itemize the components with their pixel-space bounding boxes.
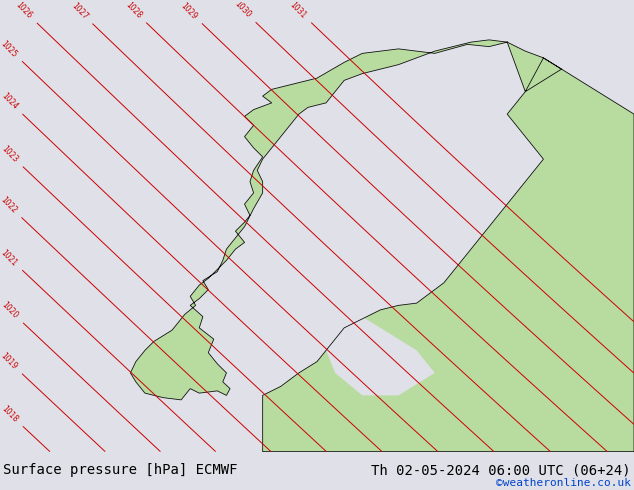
Text: 1024: 1024: [0, 91, 19, 111]
Polygon shape: [131, 40, 507, 400]
Text: 1031: 1031: [288, 0, 308, 20]
Text: Th 02-05-2024 06:00 UTC (06+24): Th 02-05-2024 06:00 UTC (06+24): [371, 464, 631, 477]
Text: Surface pressure [hPa] ECMWF: Surface pressure [hPa] ECMWF: [3, 464, 238, 477]
Text: 1023: 1023: [0, 144, 20, 164]
Text: 1028: 1028: [123, 0, 143, 20]
Text: 1029: 1029: [179, 1, 198, 21]
Text: 1020: 1020: [0, 300, 20, 320]
Polygon shape: [326, 317, 435, 395]
Text: 1025: 1025: [0, 39, 19, 59]
Polygon shape: [317, 159, 399, 294]
Text: 1022: 1022: [0, 195, 18, 215]
Text: 1018: 1018: [0, 404, 20, 424]
Text: 1026: 1026: [14, 0, 34, 21]
Polygon shape: [262, 42, 634, 452]
Text: 1027: 1027: [70, 1, 89, 21]
Text: ©weatheronline.co.uk: ©weatheronline.co.uk: [496, 478, 631, 488]
Text: 1030: 1030: [233, 0, 252, 20]
Text: 1019: 1019: [0, 351, 19, 371]
Text: 1021: 1021: [0, 248, 19, 268]
